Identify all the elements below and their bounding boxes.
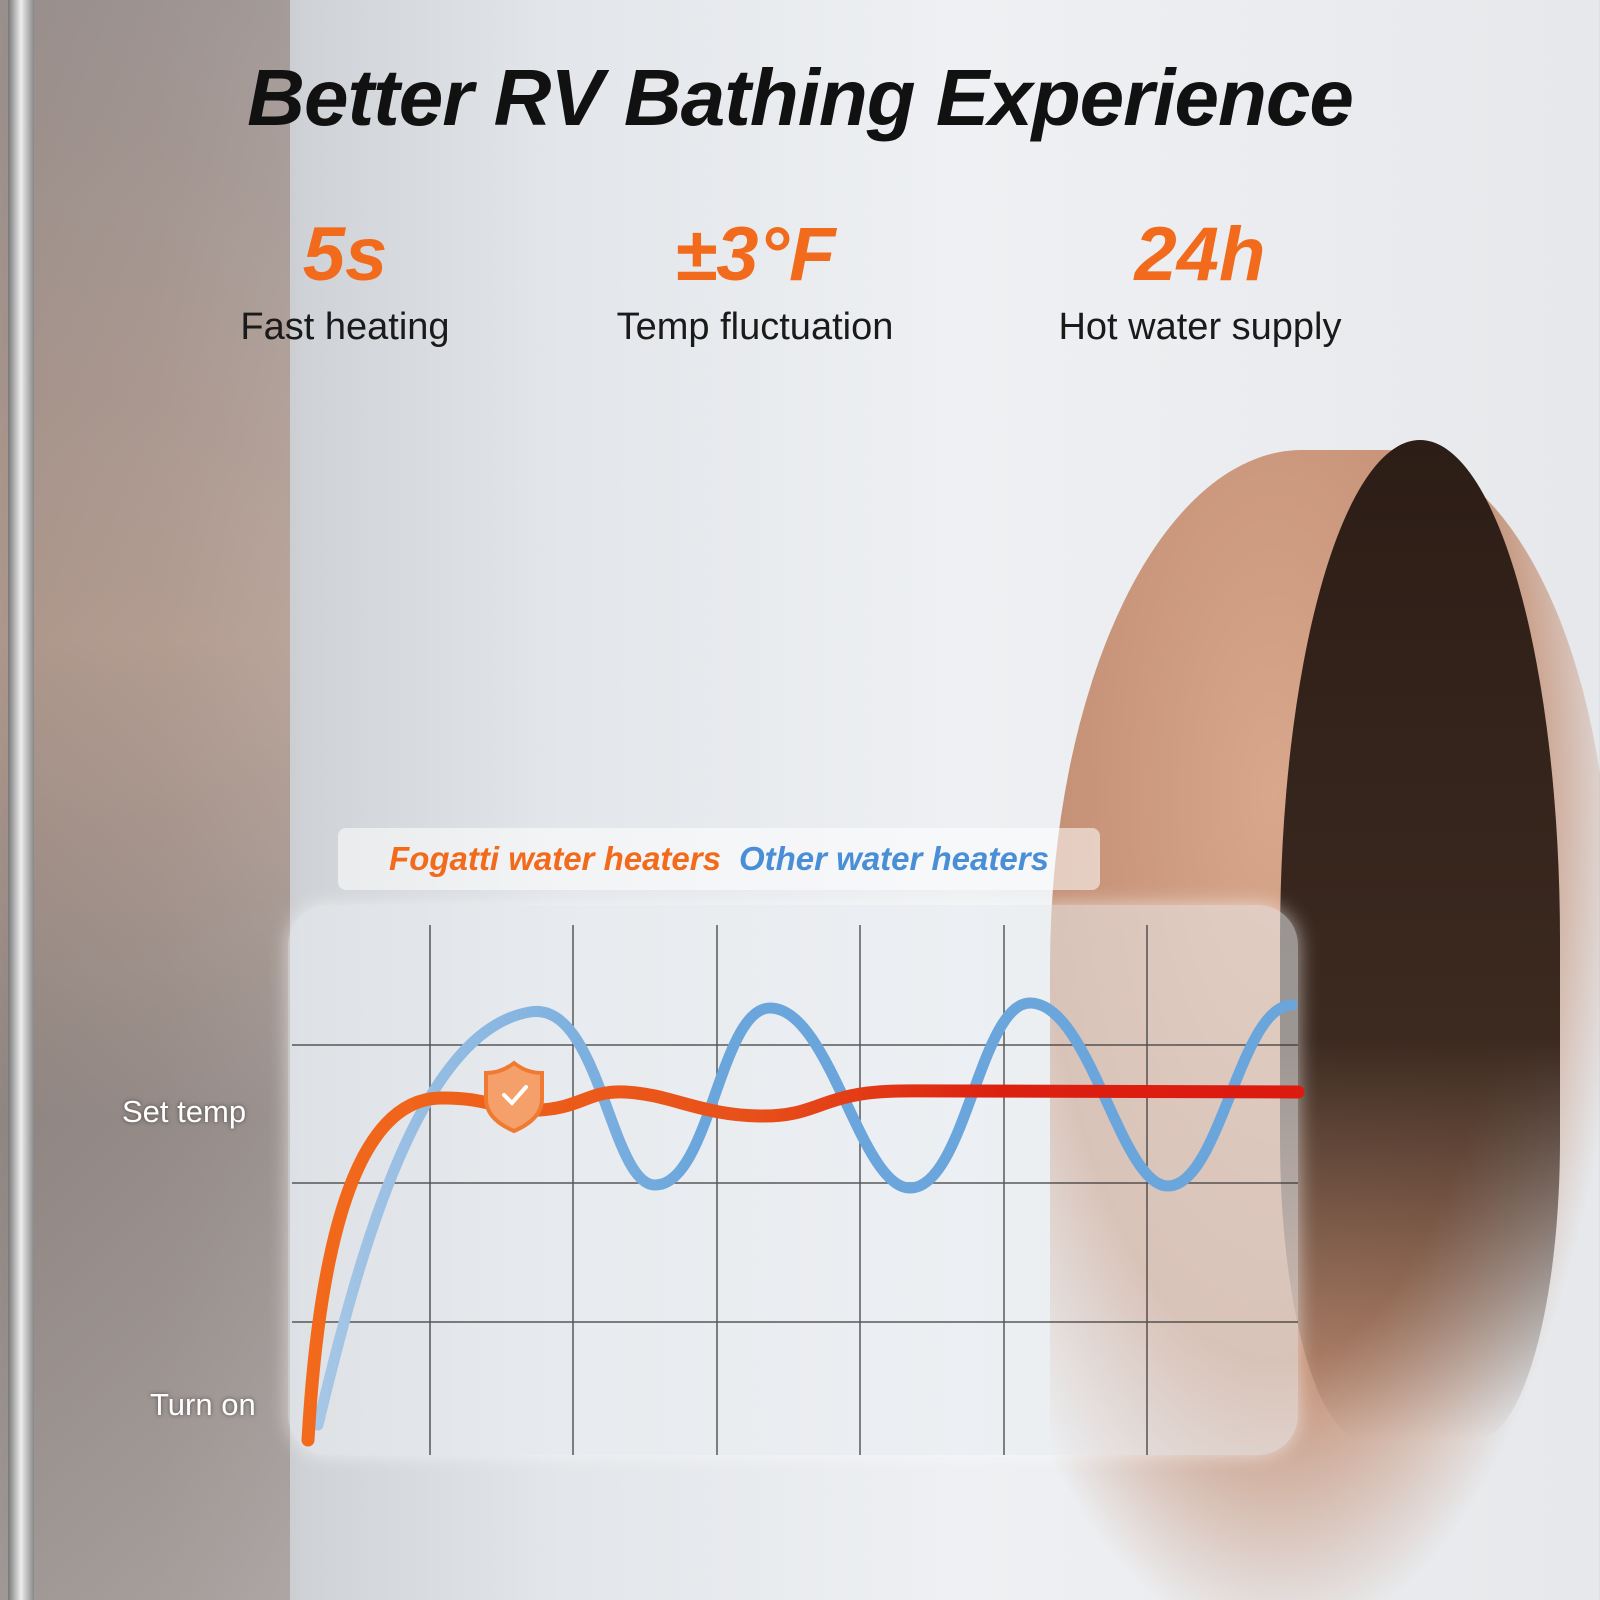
other-heaters-line [312,997,1298,1431]
grid [292,925,1298,1455]
stat-value: 5s [302,212,388,297]
shield-check-icon [484,1060,544,1134]
stat-temp-fluctuation: ±3°F Temp fluctuation [545,210,965,349]
hair-photo [1280,440,1560,1440]
stat-label: Hot water supply [1058,306,1342,348]
stat-label: Fast heating [240,306,450,348]
fogatti-heaters-line [301,1084,1305,1447]
stat-value: ±3°F [674,212,836,297]
y-label-set-temp: Set temp [122,1094,247,1129]
stat-label: Temp fluctuation [616,306,894,348]
stat-fast-heating: 5s Fast heating [135,210,555,349]
stat-value: 24h [1134,212,1266,297]
chart-panel [288,905,1298,1455]
chart-legend: Fogatti water heaters Other water heater… [338,828,1100,890]
legend-other: Other water heaters [738,840,1049,877]
legend-fogatti: Fogatti water heaters [389,840,721,877]
page-title: Better RV Bathing Experience [247,53,1354,142]
shower-pole [8,0,34,1600]
shower-wall [0,0,290,1600]
stat-hot-water: 24h Hot water supply [990,210,1410,349]
y-label-turn-on: Turn on [150,1387,256,1422]
